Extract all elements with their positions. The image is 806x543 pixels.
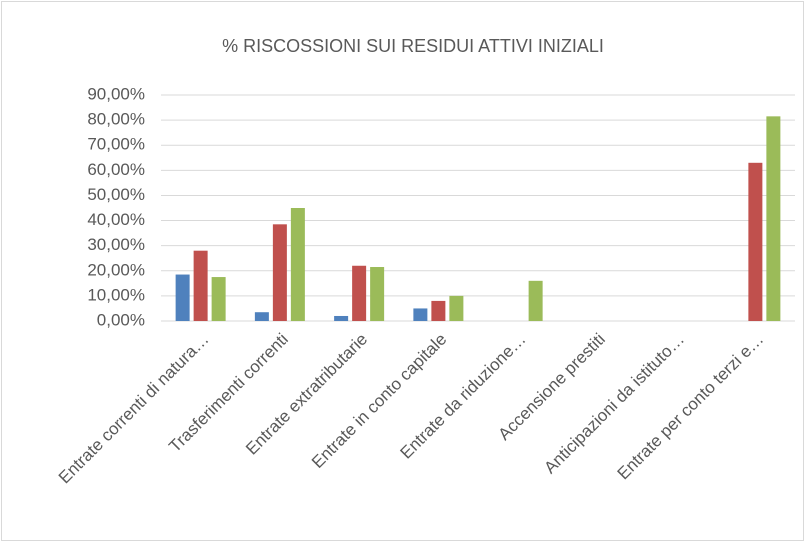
bar	[352, 265, 367, 321]
bar	[290, 208, 305, 321]
bar	[175, 274, 190, 321]
bar	[449, 295, 464, 321]
bar	[254, 312, 269, 321]
y-tick-label: 10,00%	[87, 285, 145, 304]
y-tick-label: 40,00%	[87, 210, 145, 229]
y-tick-label: 80,00%	[87, 110, 145, 129]
y-tick-label: 20,00%	[87, 260, 145, 279]
bar	[272, 224, 287, 321]
bar	[431, 300, 446, 321]
bar	[748, 162, 763, 321]
bar	[211, 277, 226, 321]
bar	[413, 308, 428, 321]
y-tick-label: 60,00%	[87, 160, 145, 179]
y-tick-label: 50,00%	[87, 185, 145, 204]
bar	[766, 116, 781, 321]
bar	[334, 315, 349, 321]
bar	[193, 250, 208, 321]
y-tick-label: 70,00%	[87, 135, 145, 154]
bar	[528, 280, 543, 321]
bar	[370, 267, 385, 321]
y-tick-label: 90,00%	[87, 84, 145, 103]
y-tick-label: 0,00%	[97, 310, 145, 329]
y-tick-label: 30,00%	[87, 235, 145, 254]
chart-title: % RISCOSSIONI SUI RESIDUI ATTIVI INIZIAL…	[222, 36, 604, 56]
